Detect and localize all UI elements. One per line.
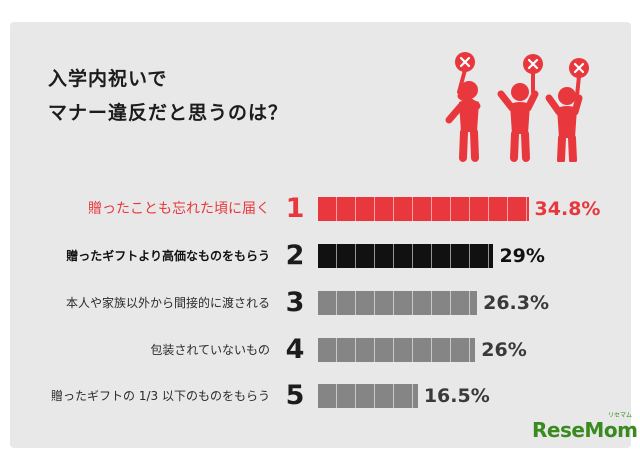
bar-row: 包装されていないもの 4 26% [0, 334, 640, 366]
resemom-logo: ReseMom [532, 418, 638, 442]
rank-number: 5 [285, 380, 305, 411]
chart-title: 入学内祝いで マナー違反だと思うのは？ [48, 62, 288, 130]
category-label: 本人や家族以外から間接的に渡される [65, 296, 270, 310]
bar [318, 338, 476, 362]
category-label: 贈ったギフトより高価なものをもらう [66, 249, 270, 263]
category-label: 贈ったギフトの 1/3 以下のものをもらう [51, 389, 270, 403]
bar-row: 贈ったギフトの 1/3 以下のものをもらう 5 16.5% [0, 380, 640, 412]
rank-number: 4 [285, 334, 305, 365]
bar-row: 贈ったギフトより高価なものをもらう 2 29% [0, 240, 640, 272]
value-label: 29% [499, 245, 545, 267]
bar [318, 291, 478, 315]
value-label: 34.8% [534, 198, 601, 220]
value-label: 16.5% [423, 385, 490, 407]
bar-row: 本人や家族以外から間接的に渡される 3 26.3% [0, 287, 640, 319]
rank-number: 1 [285, 193, 305, 224]
bar [318, 244, 494, 268]
bar-row: 贈ったことも忘れた頃に届く 1 34.8% [0, 193, 640, 225]
category-label: 贈ったことも忘れた頃に届く [88, 201, 270, 217]
title-line-2: マナー違反だと思うのは？ [48, 102, 289, 124]
resemom-logo-subtitle: リセマム [608, 412, 633, 419]
category-label: 包装されていないもの [150, 343, 270, 357]
rank-number: 3 [285, 287, 305, 318]
value-label: 26% [481, 339, 527, 361]
rank-number: 2 [285, 240, 305, 271]
value-label: 26.3% [483, 292, 550, 314]
bar [318, 197, 529, 221]
bar [318, 384, 418, 408]
title-line-1: 入学内祝いで [48, 68, 168, 90]
three-people-with-x-signs-icon [445, 52, 589, 162]
